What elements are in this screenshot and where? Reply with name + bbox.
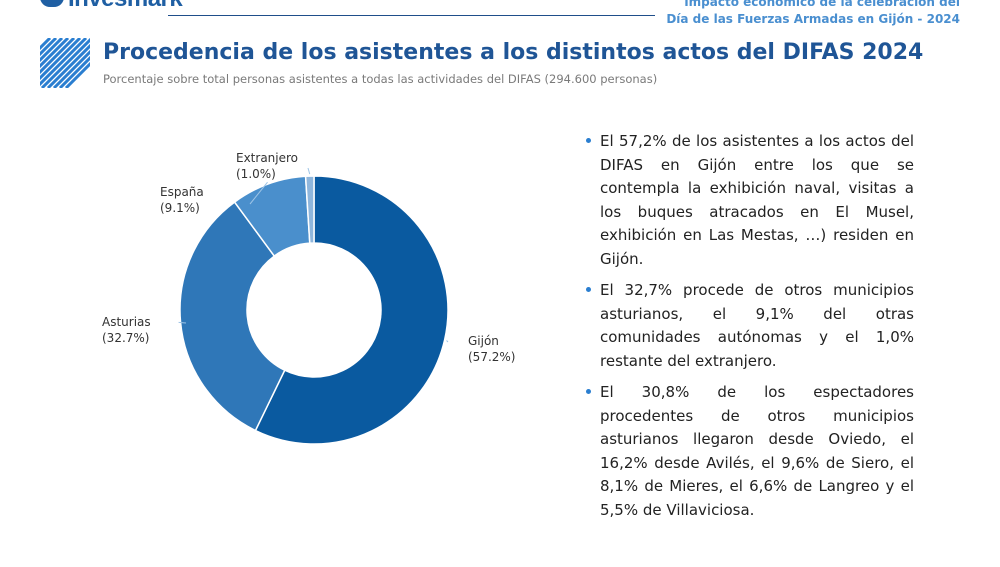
slice-label: España xyxy=(160,185,204,199)
brand-logo: Invesmark xyxy=(40,0,183,17)
leader-line xyxy=(249,181,268,205)
slice-gijón xyxy=(254,175,449,445)
finding-item: El 32,7% procede de otros municipios ast… xyxy=(584,279,914,373)
leader-line xyxy=(178,321,187,324)
header-caption-line-1: Impacto económico de la celebración del xyxy=(684,0,960,9)
header-divider xyxy=(168,15,655,16)
slice-value-label: (1.0%) xyxy=(236,167,276,181)
slice-value-label: (57.2%) xyxy=(468,350,515,364)
donut-chart: Gijón (57.2%) Asturias (32.7%) España (9.1%) E… xyxy=(102,151,515,445)
slice-asturias xyxy=(179,201,286,432)
leader-line xyxy=(446,340,449,343)
page-title: Procedencia de los asistentes a los dist… xyxy=(103,40,924,65)
slice-value-label: (9.1%) xyxy=(160,201,200,215)
striped-square-icon xyxy=(40,38,90,88)
slice-extranjero xyxy=(304,175,315,244)
slice-label: Gijón xyxy=(468,334,499,348)
finding-item: El 57,2% de los asistentes a los actos d… xyxy=(584,130,914,271)
header-caption: Impacto económico de la celebración del … xyxy=(666,0,960,28)
logo-mark-icon xyxy=(40,0,64,7)
header-caption-line-2: Día de las Fuerzas Armadas en Gijón - 20… xyxy=(666,12,960,26)
findings-list: El 57,2% de los asistentes a los actos d… xyxy=(584,130,914,530)
slice-label: Extranjero xyxy=(236,151,298,165)
slice-value-label: (32.7%) xyxy=(102,331,149,345)
slice-label: Asturias xyxy=(102,315,151,329)
page-subtitle: Porcentaje sobre total personas asistent… xyxy=(103,72,658,86)
leader-line xyxy=(307,167,311,175)
finding-item: El 30,8% de los espectadores procedentes… xyxy=(584,381,914,522)
brand-name: Invesmark xyxy=(68,0,183,13)
